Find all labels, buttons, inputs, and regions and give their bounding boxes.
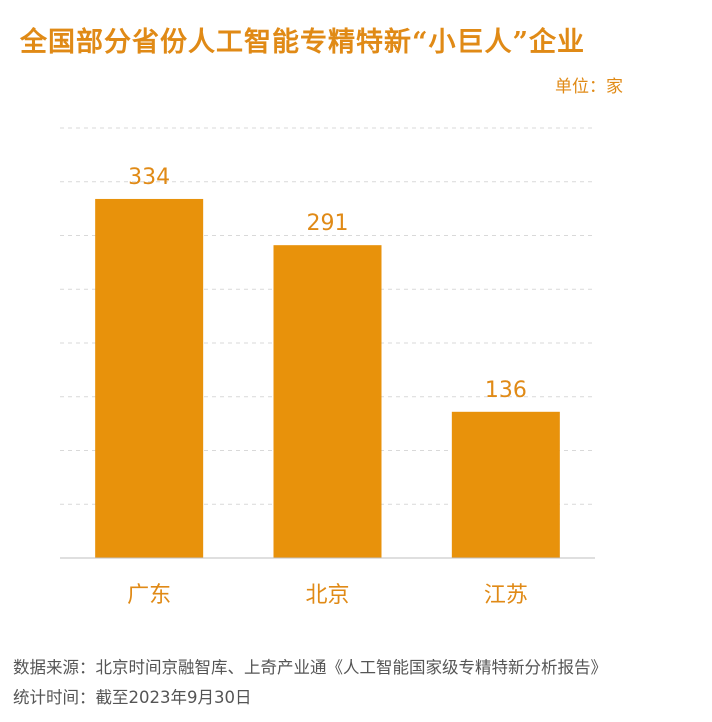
data-labels: 334 291 136 bbox=[128, 165, 527, 403]
statistics-time-note: 统计时间：截至2023年9月30日 bbox=[13, 688, 252, 707]
data-label: 291 bbox=[307, 211, 349, 236]
category-labels: 广东 北京 江苏 bbox=[127, 583, 528, 608]
unit-label: 单位：家 bbox=[555, 77, 623, 97]
category-label: 广东 bbox=[127, 583, 171, 608]
chart-title: 全国部分省份人工智能专精特新“小巨人”企业 bbox=[20, 27, 586, 58]
bar bbox=[95, 198, 204, 558]
bar bbox=[273, 245, 382, 559]
category-label: 江苏 bbox=[484, 583, 528, 608]
bars bbox=[95, 198, 560, 559]
bar-chart: 334 291 136 广东 北京 江苏 bbox=[60, 127, 595, 608]
data-label: 334 bbox=[128, 165, 170, 190]
data-source-note: 数据来源：北京时间京融智库、上奇产业通《人工智能国家级专精特新分析报告》 bbox=[13, 658, 607, 677]
data-label: 136 bbox=[485, 378, 527, 403]
bar bbox=[451, 411, 560, 558]
category-label: 北京 bbox=[305, 583, 349, 608]
